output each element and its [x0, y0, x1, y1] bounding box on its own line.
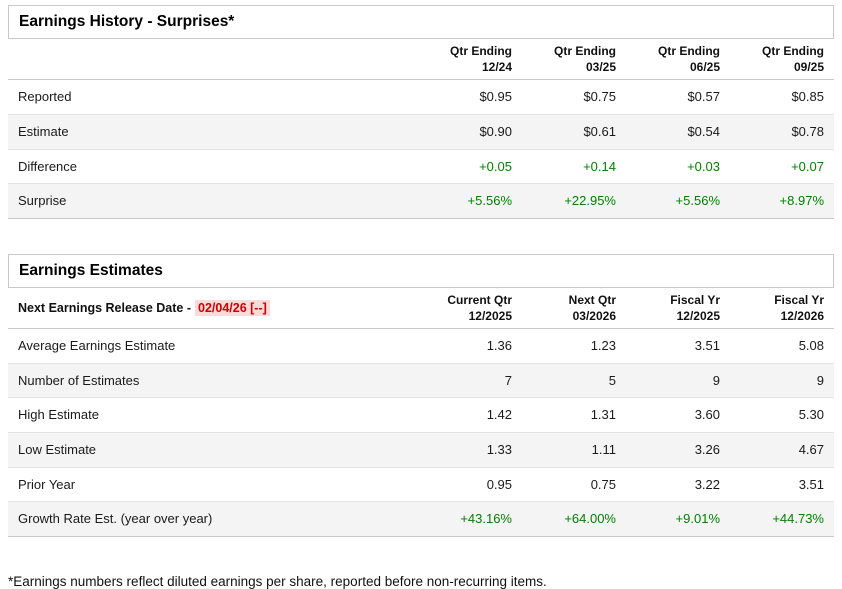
row-label: Low Estimate [18, 441, 97, 457]
row-label: Average Earnings Estimate [18, 338, 176, 354]
row-label: High Estimate [18, 407, 99, 423]
cell-value: +9.01% [675, 511, 720, 527]
table-row-average-estimate: Average Earnings Estimate 1.36 1.23 3.51… [8, 329, 834, 364]
next-earnings-release: Next Earnings Release Date - 02/04/26 [--… [8, 287, 418, 330]
column-header-fiscal-yr-1: Fiscal Yr 12/2025 [626, 287, 730, 330]
cell-value: 3.22 [694, 476, 720, 492]
column-header-line1: Qtr Ending [658, 44, 720, 58]
cell-value: 5.08 [798, 338, 824, 354]
cell-value: $0.95 [479, 89, 512, 105]
table-row-estimate: Estimate $0.90 $0.61 $0.54 $0.78 [8, 114, 834, 150]
row-label: Surprise [18, 193, 67, 209]
cell-value: $0.90 [479, 123, 512, 139]
column-header-line2: 12/2025 [676, 308, 720, 323]
footnote: *Earnings numbers reflect diluted earnin… [8, 573, 547, 589]
cell-value: $0.61 [583, 123, 616, 139]
cell-value: 3.26 [694, 441, 720, 457]
table-row-low-estimate: Low Estimate 1.33 1.11 3.26 4.67 [8, 432, 834, 467]
earnings-estimates-table: Next Earnings Release Date - 02/04/26 [--… [8, 287, 834, 537]
release-date-label: Next Earnings Release Date - [18, 300, 191, 315]
earnings-history-title: Earnings History - Surprises* [8, 5, 834, 39]
cell-value: 3.51 [694, 338, 720, 354]
cell-value: 1.42 [486, 407, 512, 423]
cell-value: +0.14 [583, 158, 616, 174]
row-label: Prior Year [18, 476, 76, 492]
column-header-next-qtr: Next Qtr 03/2026 [522, 287, 626, 330]
cell-value: +0.03 [687, 158, 720, 174]
cell-value: +5.56% [675, 193, 720, 209]
cell-value: +64.00% [564, 511, 616, 527]
column-header-qtr-4: Qtr Ending 09/25 [730, 39, 834, 81]
column-header-current-qtr: Current Qtr 12/2025 [418, 287, 522, 330]
earnings-history-panel: Earnings History - Surprises* Qtr Ending… [8, 5, 834, 219]
column-header-fiscal-yr-2: Fiscal Yr 12/2026 [730, 287, 834, 330]
column-header-qtr-3: Qtr Ending 06/25 [626, 39, 730, 81]
table-row-reported: Reported $0.95 $0.75 $0.57 $0.85 [8, 80, 834, 115]
column-header-qtr-2: Qtr Ending 03/25 [522, 39, 626, 81]
cell-value: 4.67 [798, 441, 824, 457]
column-header-line1: Qtr Ending [554, 44, 616, 58]
column-header-line1: Qtr Ending [450, 44, 512, 58]
column-header-row: Qtr Ending 12/24 Qtr Ending 03/25 Qtr Endi… [8, 39, 834, 81]
earnings-estimates-panel: Earnings Estimates Next Earnings Release… [8, 253, 834, 537]
cell-value: 7 [504, 372, 512, 388]
column-header-line2: 03/2026 [572, 308, 616, 323]
column-header-line1: Fiscal Yr [774, 292, 824, 307]
cell-value: 5.30 [798, 407, 824, 423]
cell-value: 1.36 [486, 338, 512, 354]
column-header-line2: 12/2025 [468, 308, 512, 323]
cell-value: +0.07 [791, 158, 824, 174]
cell-value: $0.54 [687, 123, 720, 139]
cell-value: $0.75 [583, 89, 616, 105]
row-label: Number of Estimates [18, 372, 140, 388]
column-header-line2: 03/25 [585, 60, 616, 75]
cell-value: $0.85 [791, 89, 824, 105]
earnings-estimates-title: Earnings Estimates [8, 253, 834, 288]
table-row-difference: Difference +0.05 +0.14 +0.03 +0.07 [8, 149, 834, 184]
cell-value: +22.95% [564, 193, 616, 209]
cell-value: 0.95 [486, 476, 512, 492]
table-row-growth-rate: Growth Rate Est. (year over year) +43.16… [8, 501, 834, 537]
table-row-high-estimate: High Estimate 1.42 1.31 3.60 5.30 [8, 397, 834, 433]
column-header-line1: Qtr Ending [762, 44, 824, 58]
cell-value: 9 [712, 372, 720, 388]
empty-header-cell [8, 39, 418, 81]
cell-value: +0.05 [479, 158, 512, 174]
cell-value: 1.11 [591, 441, 616, 457]
column-header-line2: 09/25 [793, 60, 824, 75]
cell-value: +43.16% [460, 511, 512, 527]
row-label: Growth Rate Est. (year over year) [18, 511, 213, 527]
row-label: Difference [18, 158, 78, 174]
cell-value: 1.31 [590, 407, 616, 423]
cell-value: +8.97% [779, 193, 824, 209]
column-header-line1: Current Qtr [447, 292, 512, 307]
cell-value: 3.51 [798, 476, 824, 492]
column-header-line2: 06/25 [689, 60, 720, 75]
cell-value: 1.33 [486, 441, 512, 457]
cell-value: 1.23 [590, 338, 616, 354]
table-row-prior-year: Prior Year 0.95 0.75 3.22 3.51 [8, 467, 834, 502]
column-header-line1: Next Qtr [568, 292, 616, 307]
table-row-surprise: Surprise +5.56% +22.95% +5.56% +8.97% [8, 183, 834, 219]
column-header-line1: Fiscal Yr [670, 292, 720, 307]
cell-value: +5.56% [467, 193, 512, 209]
cell-value: 3.60 [694, 407, 720, 423]
column-header-line2: 12/24 [481, 60, 512, 75]
row-label: Reported [18, 89, 72, 105]
release-date-value: 02/04/26 [--] [195, 299, 270, 316]
cell-value: 5 [608, 372, 616, 388]
column-header-qtr-1: Qtr Ending 12/24 [418, 39, 522, 81]
row-label: Estimate [18, 123, 69, 139]
earnings-history-table: Qtr Ending 12/24 Qtr Ending 03/25 Qtr Endi… [8, 39, 834, 219]
cell-value: 9 [816, 372, 824, 388]
column-header-row: Next Earnings Release Date - 02/04/26 [--… [8, 287, 834, 330]
cell-value: $0.78 [791, 123, 824, 139]
cell-value: $0.57 [687, 89, 720, 105]
table-row-number-of-estimates: Number of Estimates 7 5 9 9 [8, 363, 834, 398]
cell-value: +44.73% [772, 511, 824, 527]
column-header-line2: 12/2026 [780, 308, 824, 323]
cell-value: 0.75 [590, 476, 616, 492]
